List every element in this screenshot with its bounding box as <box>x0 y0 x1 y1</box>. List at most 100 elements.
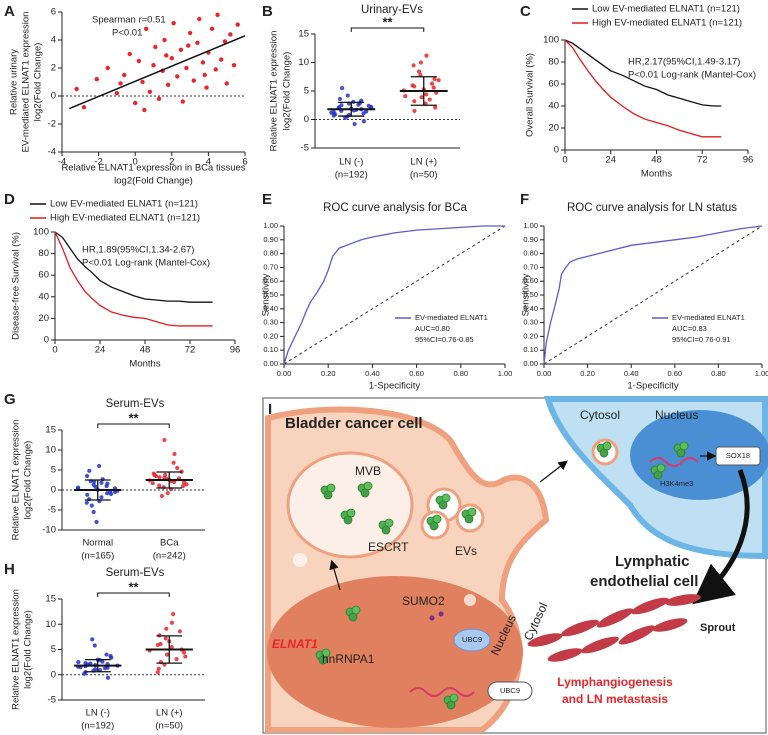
y-axis-label: log2(Fold Change) <box>282 52 293 131</box>
label: endothelial cell <box>590 573 698 590</box>
point <box>93 667 98 672</box>
point <box>172 451 177 457</box>
panel-label: G <box>4 391 16 408</box>
y-tick-label: 100 <box>543 35 559 46</box>
category-label: LN (-) <box>86 708 110 719</box>
point <box>215 12 220 17</box>
category-note: (n=192) <box>335 170 368 181</box>
y-tick-label: 0.90 <box>523 235 538 244</box>
y-tick-label: -4 <box>48 147 56 158</box>
y-tick-label: 0 <box>51 91 56 102</box>
point <box>181 650 187 655</box>
y-tick-label: 0 <box>304 114 309 125</box>
point <box>165 82 171 88</box>
y-axis-label: log2(Fold Change) <box>33 43 44 122</box>
point <box>92 643 97 648</box>
point <box>74 86 79 92</box>
point <box>164 652 170 657</box>
y-tick-label: 0.50 <box>263 290 278 299</box>
y-tick-label: 10 <box>45 445 56 456</box>
point <box>162 37 167 43</box>
point <box>159 493 164 499</box>
x-tick-label: 0.20 <box>321 369 336 378</box>
x-tick-label: 0.40 <box>624 369 639 378</box>
y-tick-label: 0 <box>51 669 56 680</box>
point <box>412 108 417 114</box>
point <box>99 495 104 500</box>
point <box>90 637 95 642</box>
panel-label: D <box>4 191 15 208</box>
category-note: (n=50) <box>155 721 183 732</box>
y-tick-label: 80 <box>38 248 49 259</box>
point <box>224 81 229 86</box>
y-tick-label: 20 <box>38 313 49 324</box>
y-tick-label: 1.00 <box>523 221 538 230</box>
x-axis-label: 1-Specificity <box>369 381 420 392</box>
x-tick-label: -4 <box>58 157 66 168</box>
point <box>343 115 348 120</box>
x-tick-label: 48 <box>651 155 662 166</box>
point <box>108 653 113 659</box>
y-axis-label: Overall Survival (%) <box>525 53 536 137</box>
y-tick-label: 0.10 <box>523 345 538 354</box>
point <box>151 62 156 68</box>
y-axis-label: Relative ELNAT1 expression <box>11 589 22 710</box>
y-tick-label: 0 <box>554 145 559 156</box>
y-tick-label: -10 <box>42 525 56 536</box>
point <box>424 53 429 58</box>
point <box>352 121 357 127</box>
arrow <box>329 559 341 591</box>
y-tick-label: 10 <box>45 619 56 630</box>
y-tick-label: 0.70 <box>263 262 278 271</box>
point <box>410 83 415 88</box>
point <box>186 43 191 48</box>
point <box>175 74 180 79</box>
droplet <box>464 594 476 606</box>
point <box>161 485 166 490</box>
y-axis-label: Relative ELNAT1 expression <box>269 31 280 152</box>
y-tick-label: 6 <box>51 7 56 18</box>
y-axis-label: Sensitivity <box>261 273 272 316</box>
x-tick-label: 96 <box>230 345 241 356</box>
point <box>89 503 94 508</box>
panel-label: H <box>4 561 15 578</box>
point <box>345 93 350 98</box>
panel-label: C <box>520 3 531 20</box>
point <box>178 47 184 52</box>
survival-curve <box>54 231 213 303</box>
mvb <box>286 451 414 559</box>
point <box>156 96 162 102</box>
x-tick-label: 96 <box>743 155 754 166</box>
label: and LN metastasis <box>562 692 668 706</box>
point <box>122 72 127 78</box>
y-axis-label: Sensitivity <box>521 273 532 316</box>
panel-label: E <box>262 191 272 208</box>
reference-line <box>283 225 506 365</box>
x-tick-label: 48 <box>140 345 151 356</box>
point <box>191 78 196 83</box>
point <box>87 468 92 473</box>
point <box>197 16 202 22</box>
droplet <box>554 514 566 526</box>
point <box>180 99 185 104</box>
point <box>156 666 161 671</box>
point <box>174 656 179 662</box>
point <box>200 60 206 65</box>
fit-line <box>69 35 246 110</box>
y-tick-label: 0.60 <box>263 276 278 285</box>
point <box>181 480 187 485</box>
y-tick-label: 4 <box>51 35 56 46</box>
point <box>87 497 92 502</box>
point <box>147 89 153 95</box>
point <box>183 654 188 659</box>
point <box>91 509 96 515</box>
category-label: LN (-) <box>339 157 363 168</box>
chart-title: ROC curve analysis for BCa <box>323 202 467 214</box>
x-tick-label: 0.60 <box>409 369 424 378</box>
x-tick-label: 72 <box>185 345 196 356</box>
annotation: AUC=0.80 <box>415 324 450 333</box>
point <box>219 57 224 62</box>
arrow <box>539 460 568 483</box>
point <box>94 77 99 82</box>
panel-label: F <box>520 191 529 208</box>
